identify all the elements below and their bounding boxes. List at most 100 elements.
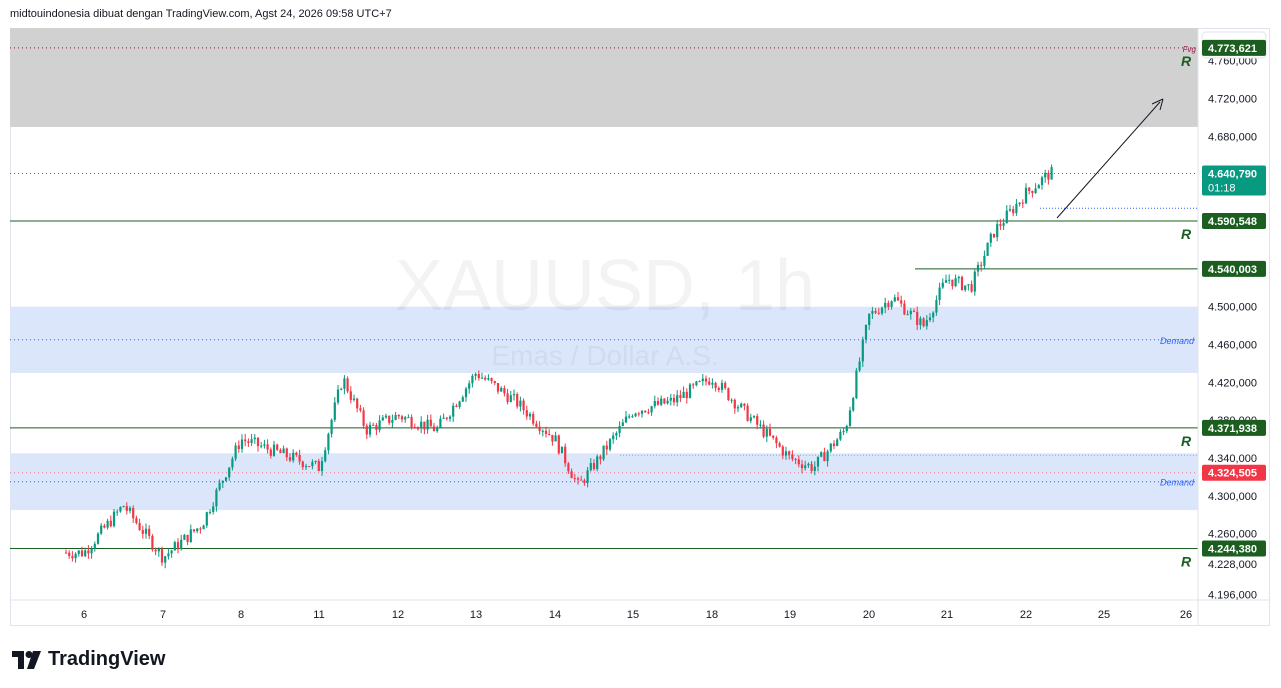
candle-body [103,525,106,528]
candle-body [224,477,228,481]
candle-body [340,388,343,390]
price-label-text: 4.540,003 [1208,264,1257,276]
candle-body [1037,185,1040,189]
candle-body [765,428,768,437]
candle-body [784,451,788,456]
candle-body [199,528,202,530]
candle-body [720,382,724,390]
candle-body [778,443,781,447]
candle-body [192,529,196,532]
x-tick-label: 6 [81,609,87,621]
candle-body [416,428,420,430]
candle-body [304,466,308,468]
candle-body [954,278,957,287]
candle-body [829,443,832,452]
candle-body [468,383,471,389]
candle-body [231,458,234,468]
candle-body [634,413,637,417]
candle-body [327,433,330,451]
candle-body [890,301,893,307]
candle-body [448,416,452,419]
x-tick-label: 11 [313,609,324,621]
candle-body [349,391,352,400]
candle-body [368,424,372,435]
candle-body [164,556,167,563]
candle-body [653,401,656,407]
candle-body [509,395,512,403]
candle-body [845,425,848,432]
resistance-label: R [1181,226,1192,242]
candle-body [1040,177,1044,186]
candle-body [912,310,916,312]
candle-body [480,377,484,379]
candle-body [503,388,506,394]
candle-body [247,441,250,443]
resistance-label: R [1181,433,1192,449]
candle-body [628,416,631,418]
candle-body [701,378,704,382]
candle-body [285,448,288,458]
candle-body [772,435,775,438]
candle-body [935,300,938,313]
candle-body [567,463,570,472]
candle-body [333,402,336,420]
candle-body [615,432,618,436]
candle-body [317,460,320,472]
candle-body [605,445,608,450]
candle-body [548,433,551,435]
candle-body [148,528,151,536]
demand-zone [10,306,1198,373]
candle-body [522,400,525,411]
candle-body [810,463,813,472]
price-label-box [1202,540,1266,557]
candle-body [727,388,730,401]
candle-body [208,511,212,513]
candle-body [77,550,80,554]
projection-arrow[interactable] [1056,101,1161,219]
tradingview-logo[interactable]: TradingView [12,648,165,671]
candle-body [880,307,884,314]
candle-body [455,405,458,407]
candle-body [426,419,429,430]
candle-body [858,361,861,371]
candle-body [874,311,877,313]
candle-body [1024,187,1028,204]
candle-body [250,439,253,443]
candle-body [432,426,436,432]
x-tick-label: 13 [470,609,482,621]
candle-body [804,465,807,469]
candle-body [816,456,820,467]
candle-body [301,461,304,468]
candle-body [173,542,176,551]
candle-body [868,313,871,326]
candle-body [896,297,900,301]
candle-body [269,449,272,456]
candle-body [938,287,941,301]
candle-body [733,399,736,409]
candle-body [90,548,93,554]
candle-body [596,456,599,470]
candle-body [672,397,676,403]
candle-body [538,426,541,431]
candle-body [477,373,480,379]
candle-body [263,444,266,446]
x-tick-label: 22 [1020,609,1032,621]
candle-body [1034,188,1037,194]
candle-body [644,410,647,413]
candle-body [157,548,160,552]
y-tick-label: 4.420,000 [1208,377,1257,389]
candle-body [215,489,218,507]
candle-body [1012,209,1015,214]
candle-body [413,427,416,429]
candle-body [740,403,743,408]
candle-body [87,550,90,554]
candle-body [391,420,394,423]
candle-body [743,403,746,406]
candle-body [141,530,144,534]
candle-body [925,320,928,327]
candle-body [234,445,237,459]
candle-body [160,548,164,563]
candle-body [1015,204,1018,214]
y-tick-label: 4.720,000 [1208,94,1257,106]
